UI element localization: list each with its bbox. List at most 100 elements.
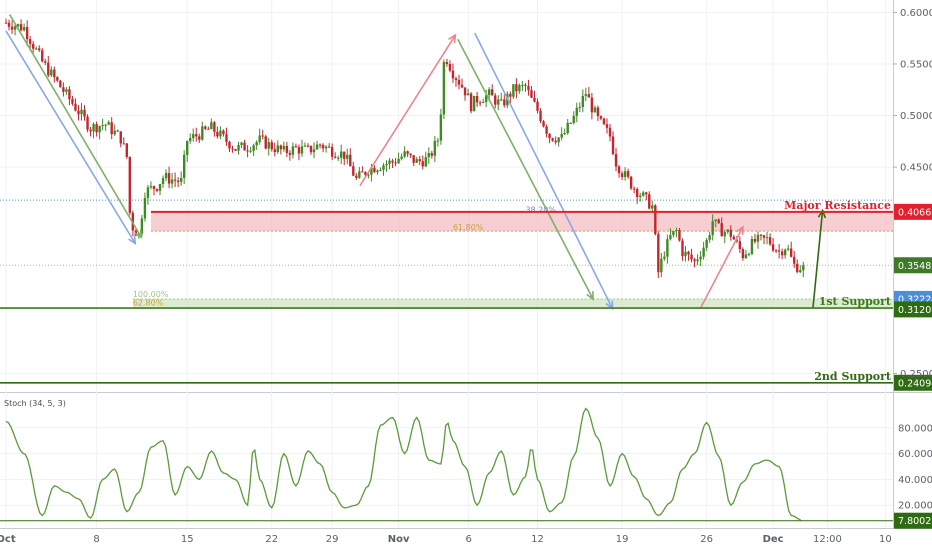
time-tick-label: 12: [531, 534, 544, 545]
candle-body: [370, 167, 373, 175]
candle-body: [488, 89, 491, 96]
candle-body: [735, 239, 739, 242]
candle-body: [110, 122, 113, 135]
candle-body: [210, 122, 213, 130]
candle-body: [472, 95, 476, 112]
stoch-line: [5, 407, 802, 521]
candle-body: [231, 148, 234, 150]
candle-body: [690, 254, 693, 260]
time-tick-label: 10: [879, 534, 892, 545]
red-bounce-arrow: [699, 225, 744, 309]
candle-body: [491, 89, 494, 96]
candle-body: [587, 94, 591, 98]
candle-body: [252, 145, 255, 151]
stoch-value-badge: [894, 512, 932, 529]
candle-body: [294, 146, 298, 148]
candle-body: [497, 99, 500, 105]
candle-body: [726, 229, 729, 232]
candle-body: [403, 151, 406, 157]
candle-body: [741, 249, 745, 259]
candle-body: [361, 171, 364, 173]
candle-body: [509, 93, 512, 97]
candle-body: [629, 176, 633, 189]
blue-impulse-arrow-2-shaft: [473, 32, 614, 309]
candle-body: [566, 122, 569, 134]
candle-body: [720, 223, 723, 237]
time-tick-label: 8: [93, 534, 99, 545]
candle-body: [533, 97, 536, 102]
candle-body: [660, 258, 663, 273]
candle-body: [219, 130, 222, 137]
candle-body: [572, 115, 575, 123]
candle-body: [557, 137, 560, 143]
candle-body: [358, 171, 361, 178]
time-tick-label: 6: [465, 534, 471, 545]
candle-body: [632, 188, 636, 190]
red-bounce-arrow-shaft: [699, 226, 744, 309]
time-tick-label: Oct: [0, 534, 16, 545]
candle-body: [80, 109, 83, 115]
candle-body: [324, 146, 328, 149]
candle-body: [288, 152, 292, 155]
candle-body: [617, 166, 621, 174]
candle-body: [503, 99, 506, 106]
candle-body: [291, 146, 295, 155]
candle-body: [545, 126, 548, 134]
candle-body: [155, 188, 159, 191]
candle-body: [651, 205, 654, 209]
candle-body: [699, 256, 702, 260]
candle-body: [605, 124, 609, 128]
candle-body: [355, 175, 358, 178]
candle-body: [86, 116, 89, 130]
candle-body: [382, 165, 385, 170]
candle-body: [684, 251, 687, 257]
fib-level-label: 38.20%: [525, 206, 556, 215]
candle-body: [74, 103, 77, 111]
candle-body: [527, 85, 530, 91]
candle-body: [639, 195, 642, 197]
candle-body: [657, 234, 660, 273]
candle-body: [213, 122, 216, 132]
candle-body: [50, 69, 53, 76]
candle-body: [626, 171, 630, 177]
time-tick-label: Nov: [388, 534, 410, 545]
candle-body: [107, 122, 110, 125]
candle-body: [530, 90, 533, 98]
candle-body: [548, 133, 551, 139]
candle-body: [346, 154, 349, 159]
candle-body: [71, 99, 74, 104]
candle-body: [7, 22, 11, 27]
candle-body: [125, 143, 128, 157]
green-impulse-arrow-1: [8, 14, 143, 239]
time-tick-label: 15: [181, 534, 194, 545]
fib-level-label: 62.80%: [133, 299, 164, 308]
candle-body: [379, 169, 382, 171]
blue-impulse-arrow-1-head: [128, 235, 137, 246]
candle-body: [101, 125, 104, 127]
candle-body: [494, 95, 497, 105]
candle-body: [267, 142, 270, 149]
price-tick-label: 0.25000: [900, 369, 932, 380]
candle-body: [140, 218, 144, 234]
candle-body: [4, 22, 8, 24]
green-impulse-arrow-2: [457, 38, 594, 301]
candle-body: [330, 147, 334, 157]
green-impulse-arrow-2-head: [586, 291, 594, 301]
time-tick-label: Dec: [763, 534, 784, 545]
candle-body: [433, 140, 437, 156]
candle-body: [270, 142, 273, 150]
candle-body: [207, 128, 210, 130]
green-impulse-arrow-1-head: [134, 229, 143, 239]
candle-body: [10, 26, 14, 30]
candle-body: [391, 160, 394, 163]
candle-body: [376, 170, 379, 173]
candle-body: [19, 24, 23, 31]
time-tick-label: 12:00: [813, 534, 842, 545]
candle-body: [418, 159, 421, 162]
candle-body: [666, 239, 669, 257]
candle-body: [31, 43, 35, 49]
candle-body: [255, 141, 258, 146]
